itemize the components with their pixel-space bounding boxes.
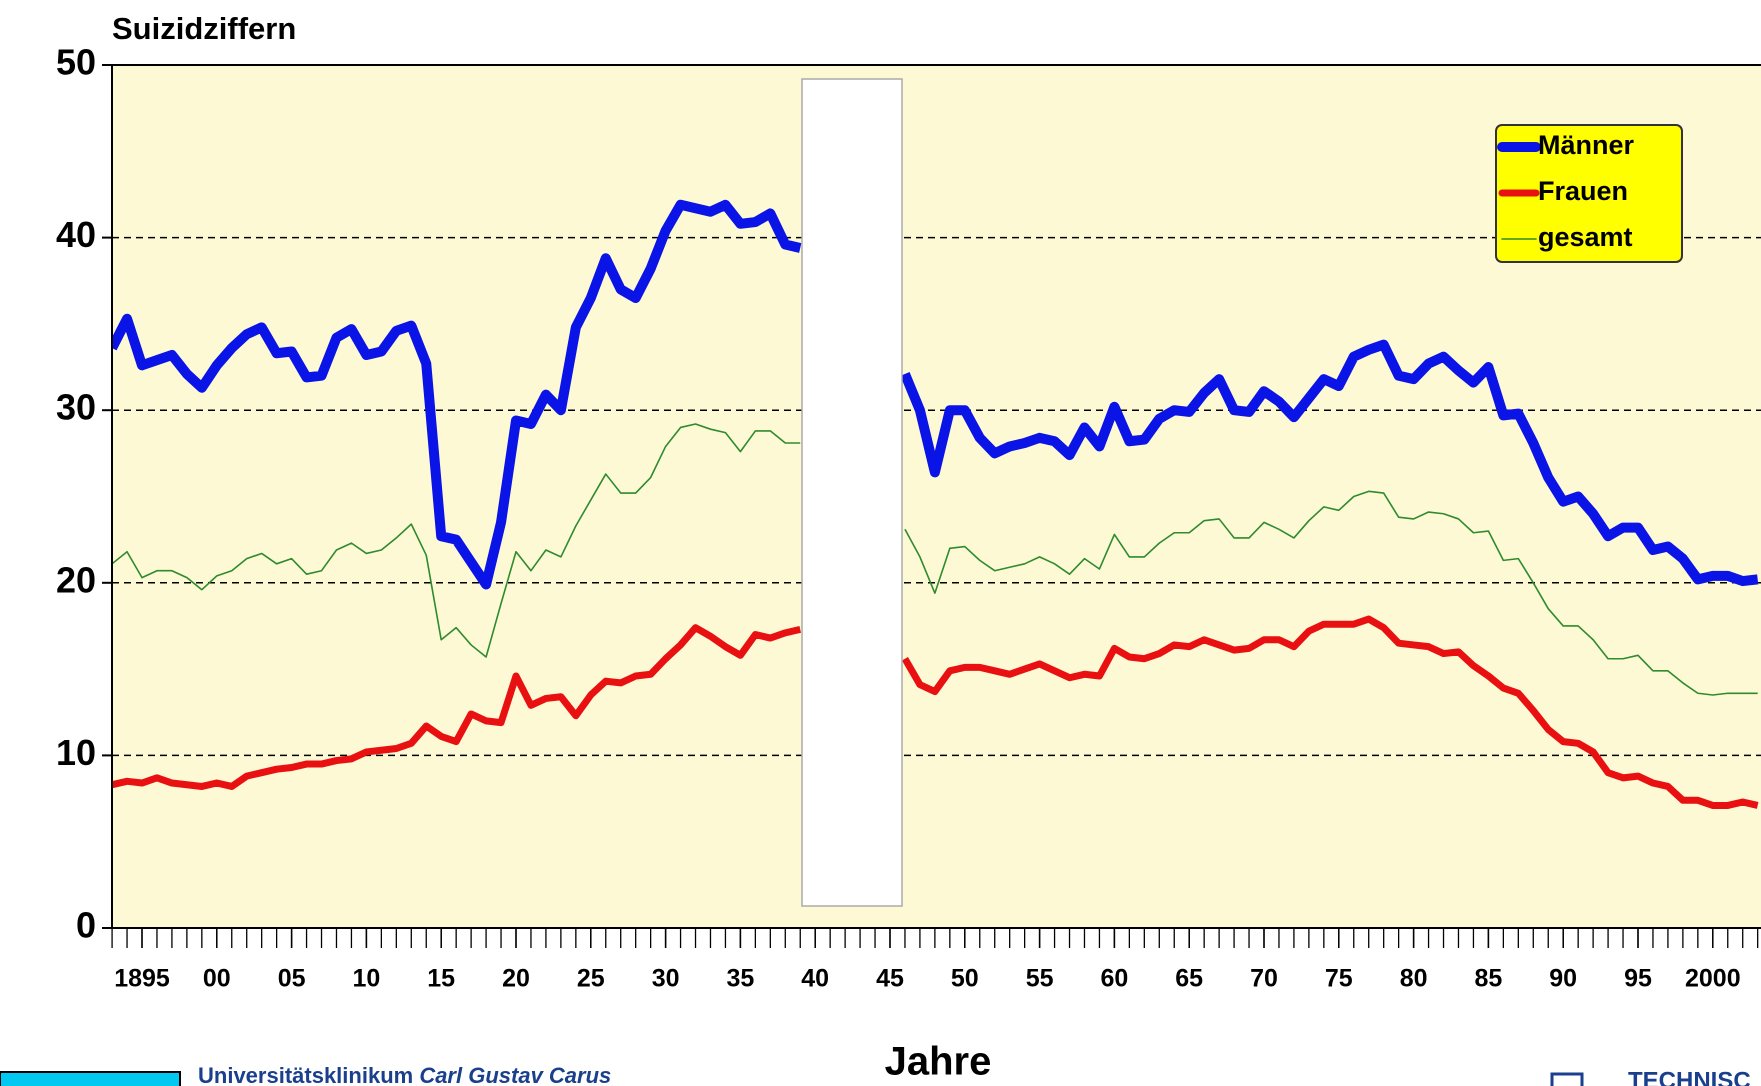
x-tick-label: 35 bbox=[726, 965, 754, 993]
footer-university-logo bbox=[1550, 1072, 1584, 1086]
x-tick-label: 40 bbox=[801, 965, 829, 993]
gap-box bbox=[801, 78, 903, 907]
x-tick-label: 15 bbox=[427, 965, 455, 993]
x-tick-label: 55 bbox=[1026, 965, 1054, 993]
x-tick-label: 1895 bbox=[114, 965, 170, 993]
y-tick-label: 30 bbox=[56, 387, 96, 428]
y-tick-label: 50 bbox=[56, 42, 96, 83]
y-tick-label: 40 bbox=[56, 214, 96, 255]
legend: Männer Frauen gesamt bbox=[1495, 124, 1683, 263]
x-tick-label: 95 bbox=[1624, 965, 1652, 993]
institution-name: Carl Gustav Carus bbox=[419, 1063, 611, 1086]
y-axis-label: Suizidziffern bbox=[112, 11, 296, 46]
legend-box bbox=[1495, 124, 1683, 263]
institution: Universitätsklinikum bbox=[198, 1063, 413, 1086]
x-tick-label: 00 bbox=[203, 965, 231, 993]
y-tick-label: 0 bbox=[76, 905, 96, 946]
series-line bbox=[112, 423, 1758, 696]
x-tick-label: 20 bbox=[502, 965, 530, 993]
lines bbox=[112, 199, 1759, 809]
legend-label: Männer bbox=[1538, 130, 1635, 160]
x-tick-label: 80 bbox=[1400, 965, 1428, 993]
x-tick-label: 05 bbox=[278, 965, 306, 993]
x-tick-label: 10 bbox=[352, 965, 380, 993]
legend-label: gesamt bbox=[1538, 222, 1633, 252]
footer-university: TECHNISC bbox=[1628, 1067, 1751, 1086]
legend-label: Frauen bbox=[1538, 176, 1628, 206]
x-tick-label: 75 bbox=[1325, 965, 1353, 993]
y-tick-label: 10 bbox=[56, 732, 96, 773]
x-tick-label: 90 bbox=[1549, 965, 1577, 993]
x-tick-label: 65 bbox=[1175, 965, 1203, 993]
series-line bbox=[112, 199, 1759, 590]
x-tick-label: 50 bbox=[951, 965, 979, 993]
x-tick-label: 60 bbox=[1100, 965, 1128, 993]
axes: 0 10 20 30 40 50 1895 00 05 10 15 20 25 30 35 40 45 50 55 6… bbox=[56, 42, 1761, 993]
footer-logo bbox=[0, 1071, 181, 1086]
plot-background bbox=[112, 65, 1761, 928]
x-tick-label: 70 bbox=[1250, 965, 1278, 993]
x-tick-label: 30 bbox=[652, 965, 680, 993]
footer-institution: Universitätsklinikum Carl Gustav Carus bbox=[198, 1063, 611, 1086]
x-tick-label: 2000 bbox=[1685, 965, 1741, 993]
y-tick-label: 20 bbox=[56, 559, 96, 600]
series-line bbox=[112, 615, 1759, 809]
x-tick-label: 85 bbox=[1474, 965, 1502, 993]
x-axis-label: Jahre bbox=[885, 1040, 992, 1084]
x-tick-label: 25 bbox=[577, 965, 605, 993]
x-tick-label: 45 bbox=[876, 965, 904, 993]
